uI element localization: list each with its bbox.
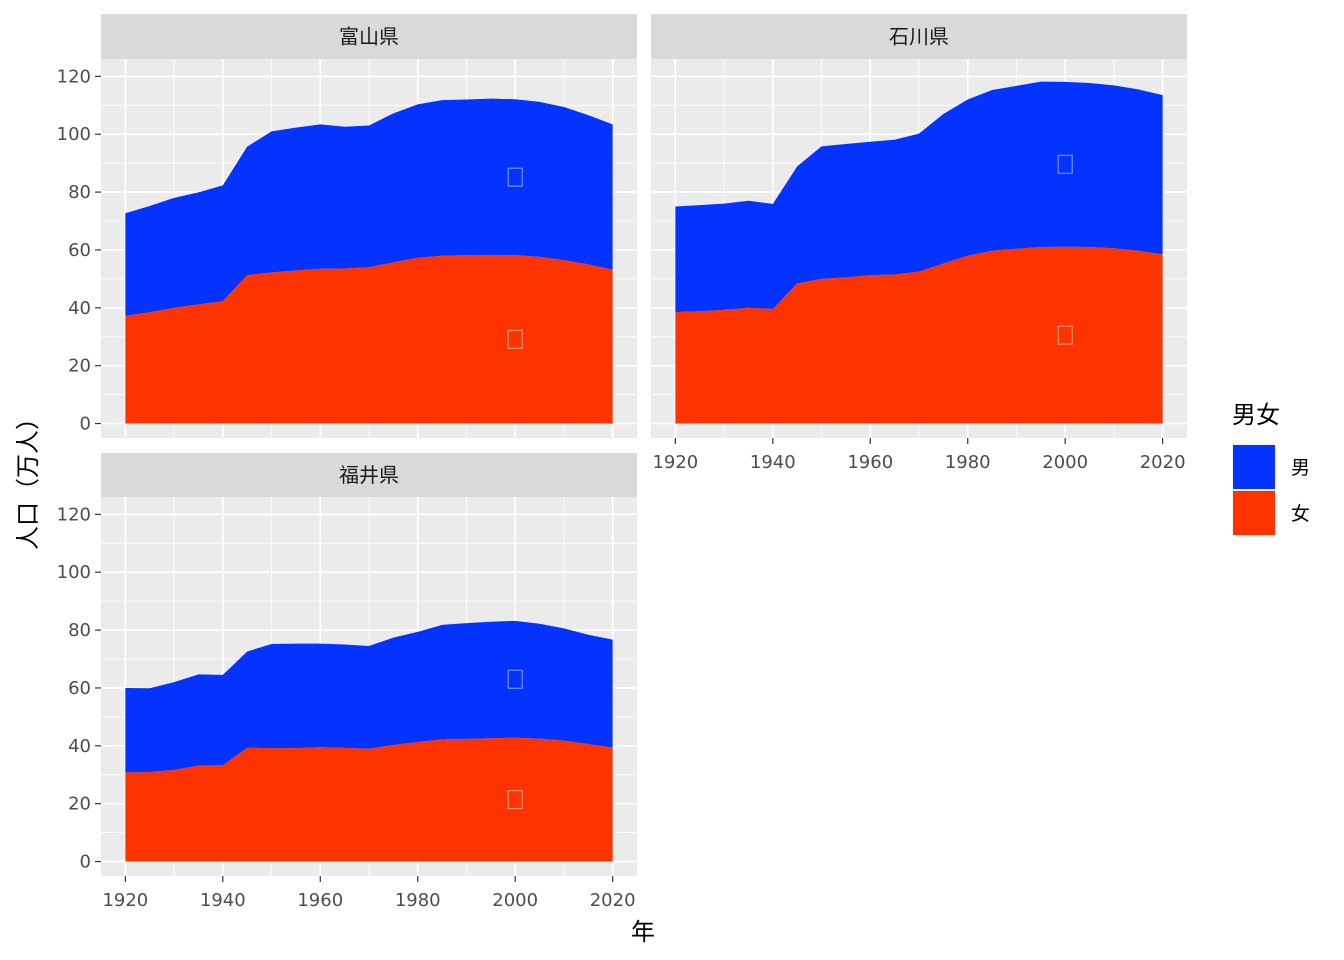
area-label-glyph	[1057, 154, 1073, 174]
area-male	[125, 620, 613, 773]
area-female	[125, 737, 613, 862]
facet-strip	[651, 14, 1187, 59]
facet-strip	[101, 14, 637, 59]
legend: 男女 男女	[1232, 401, 1310, 536]
x-tick-label: 1980	[945, 452, 991, 473]
area-male	[125, 98, 613, 316]
y-axis-ticks: 0 20 40 60 80 100 120 0 20 40 60 80 100 120	[57, 66, 101, 873]
y-tick-label: 100	[57, 124, 91, 145]
y-tick-label: 100	[57, 562, 91, 583]
x-tick-label: 2020	[1140, 452, 1186, 473]
x-tick-label: 1920	[102, 890, 148, 911]
y-tick-label: 120	[57, 504, 91, 525]
legend-swatch-male	[1233, 445, 1275, 489]
y-tick-label: 20	[68, 356, 91, 377]
legend-label-female: 女	[1291, 503, 1310, 525]
x-tick-label: 1940	[200, 890, 246, 911]
x-tick-label: 1980	[395, 890, 441, 911]
legend-label-male: 男	[1291, 457, 1310, 479]
area-female	[125, 254, 613, 424]
facet-strip-label: 福井県	[339, 463, 399, 487]
x-tick-label: 1960	[847, 452, 893, 473]
y-tick-label: 40	[68, 298, 91, 319]
area-label-glyph	[507, 329, 523, 349]
x-tick-label: 1940	[750, 452, 796, 473]
x-axis-title: 年	[631, 918, 655, 946]
area-female	[675, 246, 1163, 424]
facet-strip-label: 石川県	[889, 25, 949, 49]
legend-title: 男女	[1232, 401, 1280, 429]
area-label-glyph	[507, 167, 523, 187]
x-tick-label: 2020	[590, 890, 636, 911]
y-axis-title: 人口（万人）	[14, 406, 42, 550]
area-label-glyph	[507, 669, 523, 689]
area-label-glyph	[507, 790, 523, 810]
area-male	[675, 81, 1163, 313]
x-axis-ticks: 1920 1940 1960 1980 2000 2020 1920 1940 1960 1980…	[102, 438, 1186, 911]
x-tick-label: 1960	[297, 890, 343, 911]
facet-strip-label: 富山県	[339, 25, 399, 49]
x-tick-label: 2000	[492, 890, 538, 911]
y-tick-label: 40	[68, 736, 91, 757]
y-tick-label: 20	[68, 794, 91, 815]
area-label-glyph	[1057, 325, 1073, 345]
x-tick-label: 1920	[652, 452, 698, 473]
x-tick-label: 2000	[1042, 452, 1088, 473]
y-tick-label: 120	[57, 66, 91, 87]
panel-3: 福井県	[101, 453, 637, 876]
y-tick-label: 80	[68, 620, 91, 641]
facet-strip	[101, 453, 637, 497]
y-tick-label: 60	[68, 240, 91, 261]
panel-2: 石川県	[651, 14, 1187, 438]
y-tick-label: 0	[80, 414, 91, 435]
legend-swatch-female	[1233, 491, 1275, 535]
y-tick-label: 80	[68, 182, 91, 203]
panel-1: 富山県	[101, 14, 637, 438]
y-tick-label: 60	[68, 678, 91, 699]
y-tick-label: 0	[80, 852, 91, 873]
